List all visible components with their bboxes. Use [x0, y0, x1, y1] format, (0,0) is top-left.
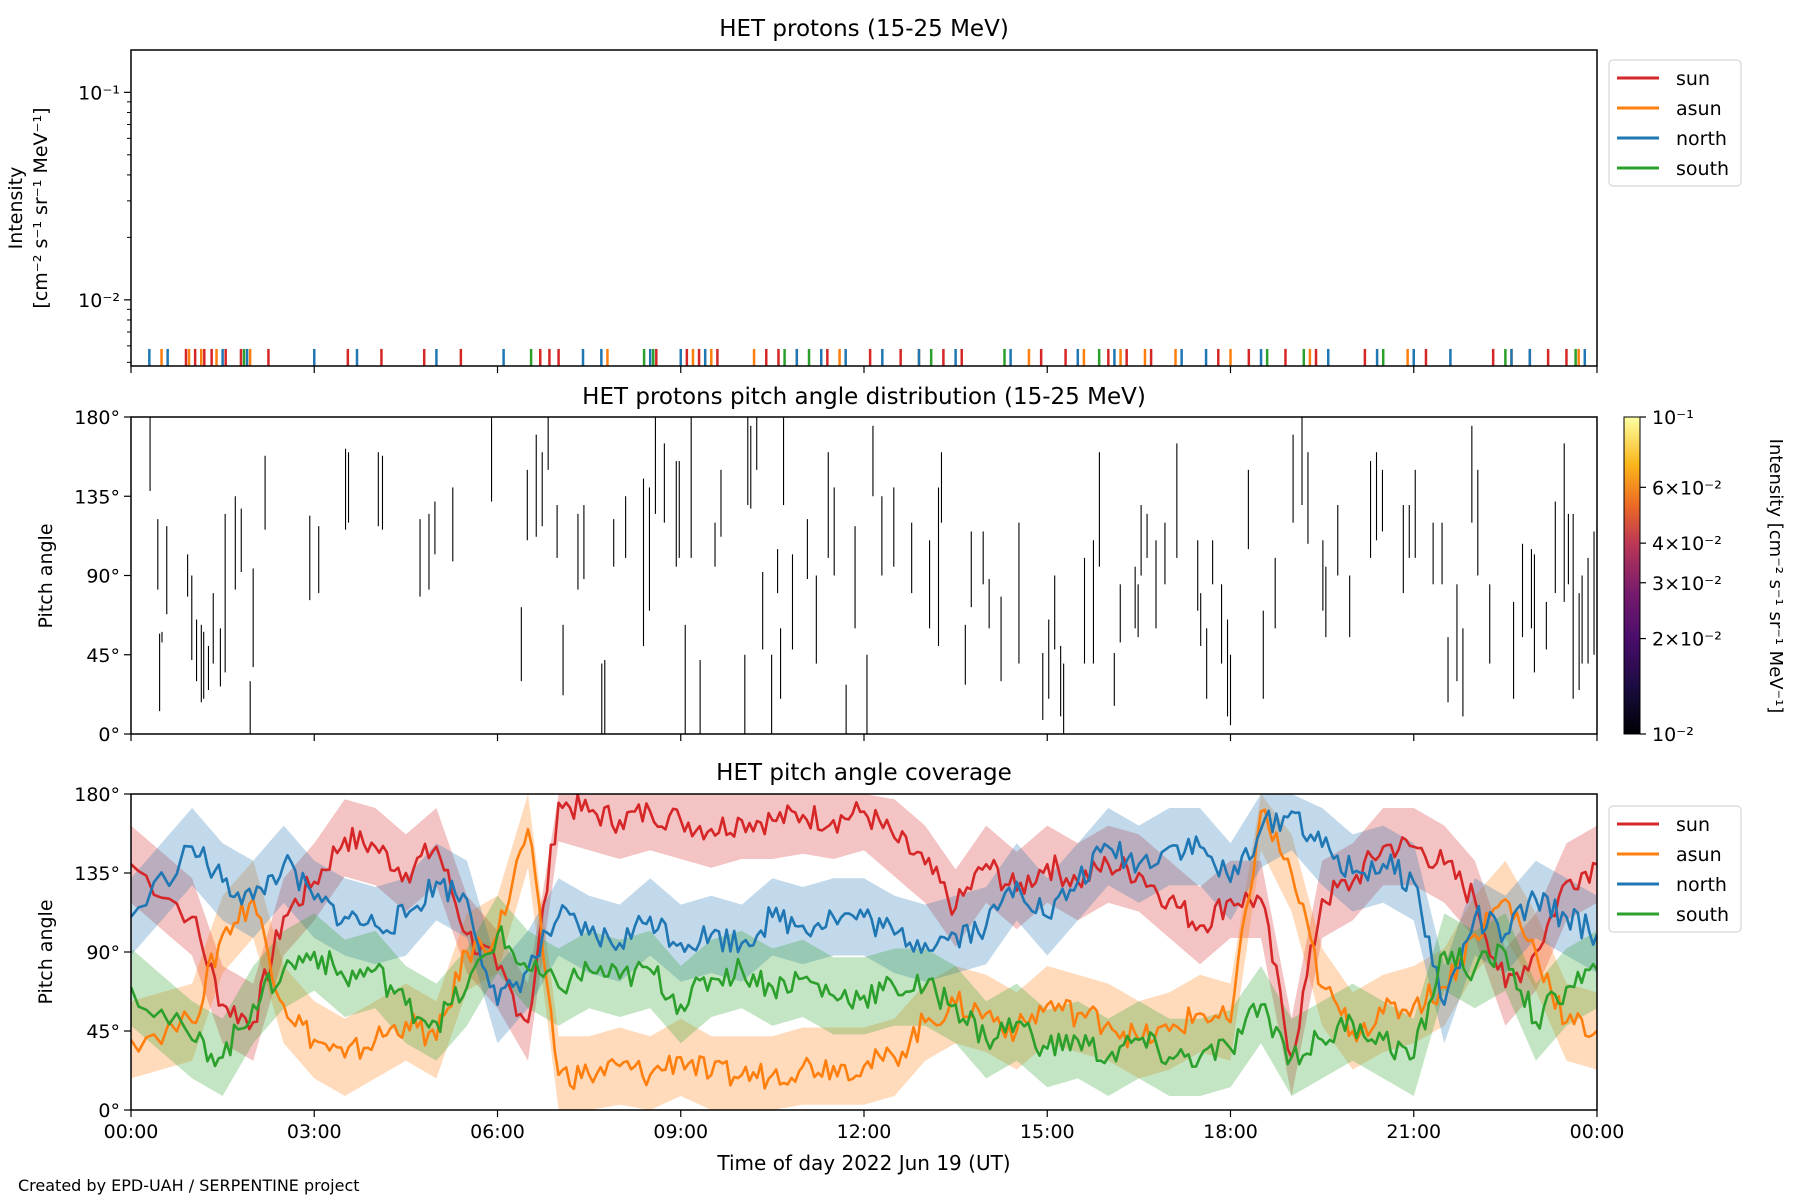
coverage-xtick-label: 18:00 — [1203, 1121, 1258, 1143]
coverage-xtick-label: 00:00 — [1570, 1121, 1625, 1143]
coverage-band-asun — [131, 794, 1597, 1110]
coverage-band-north — [131, 794, 1597, 1044]
intensity-panel-title: HET protons (15-25 MeV) — [719, 16, 1009, 42]
intensity-ylabel-line1: Intensity — [5, 167, 27, 250]
coverage-xtick-label: 21:00 — [1386, 1121, 1441, 1143]
colorbar-tick-label: 10⁻² — [1652, 724, 1694, 746]
coverage-panel-title: HET pitch angle coverage — [716, 760, 1012, 786]
intensity-legend: sun asun north south — [1608, 59, 1742, 187]
pad-ytick-label: 135° — [74, 486, 120, 508]
coverage-xtick-label: 00:00 — [104, 1121, 159, 1143]
legend-label-north: north — [1676, 874, 1727, 896]
legend-label-sun: sun — [1676, 68, 1710, 90]
pad-ytick-label: 90° — [86, 566, 120, 588]
pad-marks — [149, 417, 1597, 734]
coverage-ylabel: Pitch angle — [35, 899, 57, 1004]
intensity-axes-frame — [130, 49, 1598, 367]
colorbar-tick-label: 6×10⁻² — [1652, 477, 1722, 499]
intensity-ylabel-line2: [cm⁻² s⁻¹ sr⁻¹ MeV⁻¹] — [30, 107, 52, 308]
coverage-xtick-label: 06:00 — [470, 1121, 525, 1143]
pad-ytick-label: 0° — [98, 724, 120, 746]
pad-ylabel: Pitch angle — [35, 523, 57, 628]
pad-panel-title: HET protons pitch angle distribution (15… — [582, 384, 1146, 410]
coverage-line-north — [131, 809, 1597, 1006]
colorbar-label: Intensity [cm⁻² s⁻¹ sr⁻¹ MeV⁻¹] — [1765, 439, 1786, 714]
colorbar-tick-label: 2×10⁻² — [1652, 629, 1722, 651]
intensity-axes: 10⁻¹ 10⁻² — [78, 82, 1598, 373]
pad-ytick-label: 45° — [86, 645, 120, 667]
colorbar-tick-label: 4×10⁻² — [1652, 533, 1722, 555]
pad-panel: HET protons pitch angle distribution (15… — [35, 384, 1786, 746]
legend-label-sun: sun — [1676, 814, 1710, 836]
coverage-xtick-label: 12:00 — [837, 1121, 892, 1143]
colorbar-ticks: 10⁻¹ 6×10⁻² 4×10⁻² 3×10⁻² 2×10⁻² 10⁻² — [1640, 407, 1722, 746]
legend-label-north: north — [1676, 128, 1727, 150]
intensity-marks — [148, 348, 1587, 366]
credit-text: Created by EPD-UAH / SERPENTINE project — [18, 1176, 360, 1195]
intensity-panel: HET protons (15-25 MeV) 10⁻¹ 10⁻² Intensi… — [5, 16, 1742, 373]
intensity-ytick-label: 10⁻² — [78, 290, 120, 312]
pad-ytick-label: 180° — [74, 407, 120, 429]
coverage-xlabel: Time of day 2022 Jun 19 (UT) — [716, 1151, 1010, 1175]
legend-box — [1608, 805, 1742, 933]
coverage-ytick-label: 180° — [74, 784, 120, 806]
coverage-ytick-label: 0° — [98, 1100, 120, 1122]
coverage-axes: 0° 45° 90° 135° 180° 00:00 03:00 06:00 09:00 12:0… — [74, 784, 1624, 1143]
legend-label-asun: asun — [1676, 98, 1722, 120]
coverage-xtick-label: 09:00 — [653, 1121, 708, 1143]
legend-box — [1608, 59, 1742, 187]
coverage-marks — [131, 794, 1597, 1110]
coverage-legend: sun asun north south — [1608, 805, 1742, 933]
legend-label-south: south — [1676, 904, 1729, 926]
coverage-panel: HET pitch angle coverage 0° 45° 90° 135° 180… — [35, 760, 1742, 1175]
coverage-xtick-label: 15:00 — [1020, 1121, 1075, 1143]
pad-axes-frame — [130, 416, 1598, 735]
coverage-band-sun — [131, 794, 1597, 1096]
legend-label-asun: asun — [1676, 844, 1722, 866]
coverage-ytick-label: 90° — [86, 942, 120, 964]
coverage-line-sun — [131, 794, 1597, 1059]
intensity-ytick-label: 10⁻¹ — [78, 82, 120, 104]
pad-axes: 0° 45° 90° 135° 180° — [74, 407, 1598, 746]
coverage-ytick-label: 45° — [86, 1021, 120, 1043]
coverage-xtick-label: 03:00 — [287, 1121, 342, 1143]
legend-label-south: south — [1676, 158, 1729, 180]
colorbar-tick-label: 3×10⁻² — [1652, 573, 1722, 595]
coverage-line-south — [131, 925, 1597, 1068]
colorbar — [1623, 416, 1641, 735]
coverage-ytick-label: 135° — [74, 863, 120, 885]
colorbar-tick-label: 10⁻¹ — [1652, 407, 1694, 429]
